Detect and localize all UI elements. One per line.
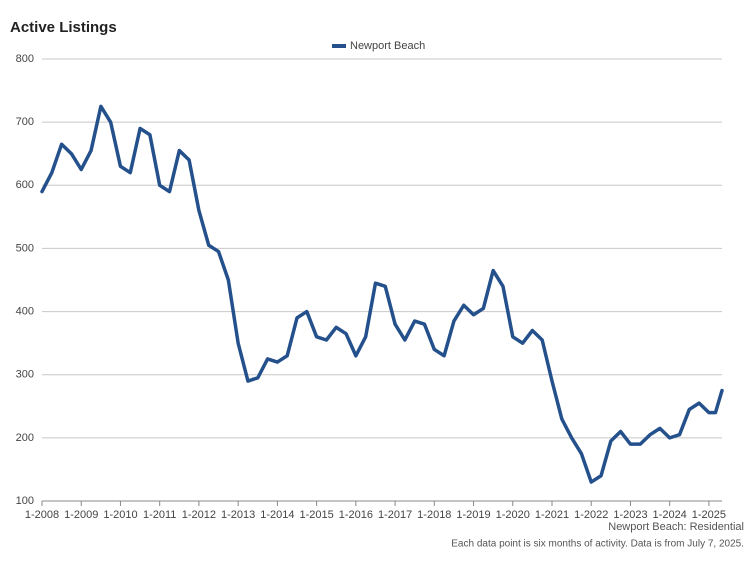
y-tick-label: 400 — [16, 305, 34, 317]
y-tick-label: 100 — [16, 495, 34, 507]
x-tick-label: 1-2020 — [496, 509, 530, 521]
x-tick-label: 1-2021 — [535, 509, 569, 521]
x-tick-label: 1-2019 — [456, 509, 490, 521]
legend-label: Newport Beach — [350, 40, 425, 52]
x-tick-label: 1-2024 — [653, 509, 687, 521]
x-tick-label: 1-2010 — [103, 509, 137, 521]
y-tick-label: 700 — [16, 116, 34, 128]
x-tick-label: 1-2022 — [574, 509, 608, 521]
x-tick-label: 1-2016 — [339, 509, 373, 521]
x-tick-label: 1-2011 — [143, 509, 176, 521]
x-tick-label: 1-2014 — [260, 509, 294, 521]
x-tick-label: 1-2017 — [378, 509, 412, 521]
x-tick-label: 1-2025 — [692, 509, 726, 521]
series-line — [40, 104, 724, 484]
chart-title: Active Listings — [10, 19, 117, 36]
x-tick-label: 1-2009 — [64, 509, 98, 521]
y-tick-label: 200 — [16, 432, 34, 444]
x-tick-label: 1-2013 — [221, 509, 255, 521]
y-tick-label: 600 — [16, 179, 34, 191]
y-tick-label: 500 — [16, 242, 34, 254]
x-tick-label: 1-2015 — [299, 509, 333, 521]
note: Each data point is six months of activit… — [451, 539, 744, 550]
x-tick-label: 1-2008 — [25, 509, 59, 521]
y-tick-label: 300 — [16, 369, 34, 381]
x-tick-label: 1-2018 — [417, 509, 451, 521]
x-tick-label: 1-2012 — [182, 509, 216, 521]
x-tick-label: 1-2023 — [613, 509, 647, 521]
y-tick-label: 800 — [16, 53, 34, 65]
footer: Newport Beach: Residential — [608, 521, 744, 533]
